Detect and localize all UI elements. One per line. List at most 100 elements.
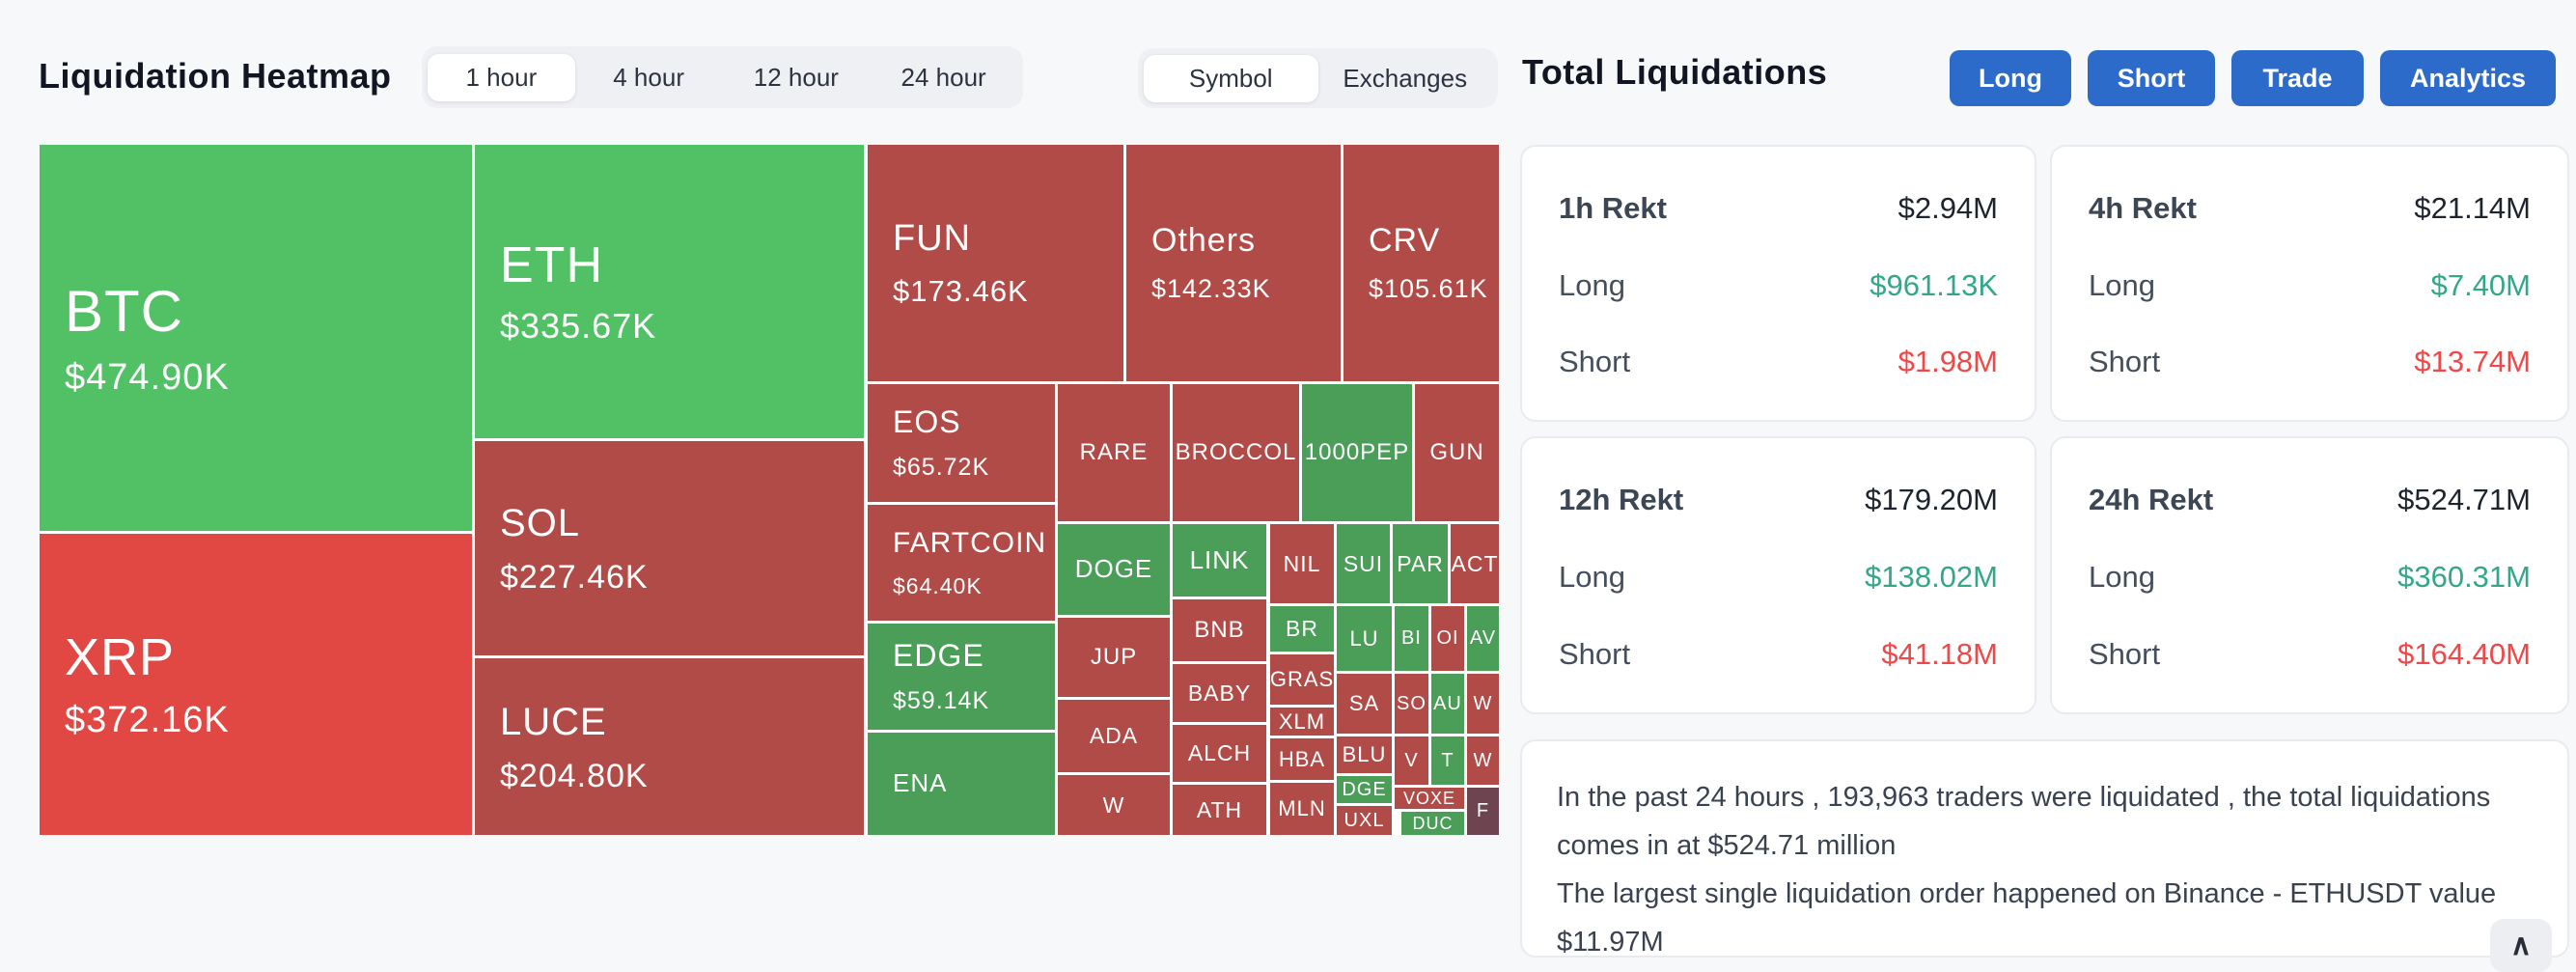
short-label: Short	[2089, 637, 2161, 671]
long-value: $138.02M	[1865, 560, 1998, 594]
treemap-tile-rare[interactable]: RARE	[1058, 384, 1170, 521]
treemap-tile-av[interactable]: AV	[1467, 606, 1499, 671]
treemap-tile-broccol[interactable]: BROCCOL	[1173, 384, 1299, 521]
treemap-tile-xrp[interactable]: XRP $372.16K	[40, 534, 472, 835]
treemap-tile-ath[interactable]: ATH	[1173, 785, 1266, 835]
treemap-tile-jup[interactable]: JUP	[1058, 618, 1170, 697]
panel-title: Total Liquidations	[1522, 52, 1828, 92]
time-range-tabs: 1 hour 4 hour 12 hour 24 hour	[422, 46, 1023, 108]
treemap-tile-1000pep[interactable]: 1000PEP	[1302, 384, 1412, 521]
treemap-tile-bi[interactable]: BI	[1395, 606, 1428, 671]
treemap-tile-hba[interactable]: HBA	[1270, 738, 1334, 780]
treemap-tile-sa[interactable]: SA	[1337, 674, 1392, 734]
treemap-tile-sui[interactable]: SUI	[1337, 524, 1390, 603]
long-label: Long	[1559, 267, 1625, 302]
treemap-tile-gun[interactable]: GUN	[1415, 384, 1499, 521]
tile-symbol: SO	[1397, 692, 1426, 714]
treemap-tile-edge[interactable]: EDGE $59.14K	[868, 624, 1055, 730]
treemap-tile-mln[interactable]: MLN	[1270, 783, 1334, 835]
tab-4-hour[interactable]: 4 hour	[613, 62, 684, 92]
rekt-card-12h: 12h Rekt $179.20M Long $138.02M Short $41.1…	[1520, 436, 2036, 714]
treemap-tile-baby[interactable]: BABY	[1173, 664, 1266, 722]
tab-12-hour[interactable]: 12 hour	[753, 62, 839, 92]
tab-24-hour[interactable]: 24 hour	[900, 62, 986, 92]
treemap-tile-br[interactable]: BR	[1270, 606, 1334, 652]
tile-symbol: GUN	[1429, 439, 1484, 466]
treemap-tile-sol[interactable]: SOL $227.46K	[475, 441, 864, 655]
treemap-tile-fartcoin[interactable]: FARTCOIN $64.40K	[868, 505, 1055, 621]
treemap-tile-w[interactable]: W	[1058, 775, 1170, 835]
treemap-tile-nil[interactable]: NIL	[1270, 524, 1334, 603]
tile-symbol: FUN	[893, 218, 972, 260]
tile-symbol: ADA	[1089, 723, 1139, 749]
card-title: 12h Rekt	[1559, 483, 1684, 516]
scroll-to-top-button[interactable]: ∧	[2490, 919, 2552, 972]
treemap-tile-gras[interactable]: GRAS	[1270, 654, 1334, 705]
treemap-tile-fun[interactable]: FUN $173.46K	[868, 145, 1123, 381]
treemap-tile-ena[interactable]: ENA	[868, 733, 1055, 835]
long-label: Long	[2089, 267, 2155, 302]
tile-value: $335.67K	[500, 306, 657, 347]
treemap-tile-t[interactable]: T	[1431, 736, 1464, 785]
treemap-tile-w[interactable]: W	[1467, 736, 1499, 785]
tile-value: $204.80K	[500, 757, 649, 794]
treemap-tile-lu[interactable]: LU	[1337, 606, 1392, 671]
tile-symbol: W	[1473, 749, 1493, 771]
treemap-tile-luce[interactable]: LUCE $204.80K	[475, 658, 864, 835]
tile-symbol: UXL	[1343, 809, 1385, 831]
treemap-tile-dge[interactable]: DGE	[1337, 776, 1392, 803]
treemap-tile-doge[interactable]: DOGE	[1058, 524, 1170, 615]
treemap-tile-au[interactable]: AU	[1431, 674, 1464, 734]
tile-symbol: F	[1476, 800, 1490, 821]
long-button[interactable]: Long	[1950, 50, 2071, 106]
tab-1-hour[interactable]: 1 hour	[428, 53, 575, 101]
treemap-tile-btc[interactable]: BTC $474.90K	[40, 145, 472, 531]
tile-symbol: T	[1441, 749, 1454, 771]
trade-button[interactable]: Trade	[2231, 50, 2364, 106]
treemap-tile-eth[interactable]: ETH $335.67K	[475, 145, 864, 438]
treemap-tile-voxe[interactable]: VOXE	[1395, 788, 1464, 809]
summary-line-2: The largest single liquidation order hap…	[1557, 877, 2497, 958]
tile-symbol: EOS	[893, 403, 961, 439]
toggle-exchanges[interactable]: Exchanges	[1343, 63, 1468, 93]
treemap-tile-blu[interactable]: BLU	[1337, 736, 1392, 773]
treemap-tile-duc[interactable]: DUC	[1401, 812, 1464, 835]
short-value: $13.74M	[2414, 345, 2531, 378]
treemap-tile-oi[interactable]: OI	[1431, 606, 1464, 671]
treemap-tile-eos[interactable]: EOS $65.72K	[868, 384, 1055, 502]
tile-symbol: JUP	[1090, 644, 1138, 671]
tile-value: $173.46K	[893, 273, 1029, 308]
tile-symbol: W	[1102, 791, 1125, 818]
tile-symbol: BLU	[1342, 742, 1387, 767]
treemap-tile-v[interactable]: V	[1395, 736, 1428, 785]
treemap-tile-act[interactable]: ACT	[1451, 524, 1499, 603]
treemap-tile-link[interactable]: LINK	[1173, 524, 1266, 597]
treemap-tile-bnb[interactable]: BNB	[1173, 599, 1266, 661]
treemap-tile-f[interactable]: F	[1467, 788, 1499, 835]
page-title: Liquidation Heatmap	[39, 56, 392, 96]
treemap-tile-uxl[interactable]: UXL	[1337, 806, 1392, 835]
tile-symbol: AV	[1469, 627, 1497, 649]
rekt-card-1h: 1h Rekt $2.94M Long $961.13K Short $1.98M	[1520, 145, 2036, 422]
treemap-tile-alch[interactable]: ALCH	[1173, 725, 1266, 782]
treemap-tile-w[interactable]: W	[1467, 674, 1499, 734]
analytics-button[interactable]: Analytics	[2380, 50, 2556, 106]
tile-symbol: ATH	[1196, 796, 1243, 822]
action-buttons: Long Short Trade Analytics	[1950, 50, 2556, 106]
tile-symbol: EDGE	[893, 637, 984, 673]
treemap-tile-others[interactable]: Others $142.33K	[1126, 145, 1341, 381]
tile-symbol: 1000PEP	[1304, 439, 1410, 466]
treemap-tile-par[interactable]: PAR	[1393, 524, 1448, 603]
treemap-tile-ada[interactable]: ADA	[1058, 700, 1170, 772]
treemap-tile-xlm[interactable]: XLM	[1270, 708, 1334, 736]
toggle-symbol[interactable]: Symbol	[1144, 54, 1318, 102]
treemap-tile-crv[interactable]: CRV $105.61K	[1343, 145, 1499, 381]
tile-symbol: BABY	[1187, 680, 1252, 706]
card-total: $524.71M	[2397, 483, 2531, 516]
tile-value: $64.40K	[893, 573, 983, 599]
short-button[interactable]: Short	[2088, 50, 2215, 106]
summary-line-1: In the past 24 hours , 193,963 traders w…	[1557, 782, 2491, 861]
tile-symbol: LUCE	[500, 700, 607, 743]
treemap-tile-so[interactable]: SO	[1395, 674, 1428, 734]
